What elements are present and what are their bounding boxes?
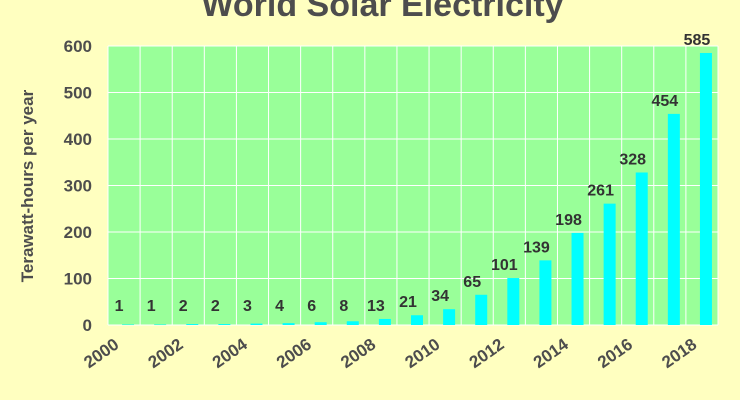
y-axis-title: Terawatt-hours per year [18,89,37,282]
data-label: 34 [431,288,449,305]
data-label: 8 [339,298,348,315]
data-label: 139 [523,239,550,256]
bar [218,324,231,325]
data-label: 1 [115,298,124,315]
bar [571,232,584,325]
bar [603,203,616,325]
y-tick-label: 300 [64,177,92,196]
data-label: 6 [307,298,316,315]
data-label: 13 [367,298,385,315]
x-tick-label: 2010 [402,335,444,372]
bar [539,260,552,325]
bar [378,318,391,325]
bar [699,52,712,325]
x-tick-label: 2008 [337,335,379,372]
x-tick-label: 2006 [273,335,315,372]
data-label: 261 [587,183,614,200]
x-tick-label: 2018 [658,335,700,372]
x-tick-label: 2012 [466,335,508,372]
y-tick-label: 500 [64,84,92,103]
bar [186,324,199,325]
bar [635,172,648,325]
data-label: 65 [463,274,481,291]
bar [314,322,327,325]
bar [507,278,520,325]
data-label: 21 [399,294,417,311]
x-tick-label: 2000 [80,335,122,372]
bar [122,324,135,326]
bar [346,321,359,325]
data-label: 4 [275,298,284,315]
data-label: 585 [684,32,711,49]
bars [122,52,712,326]
y-tick-label: 100 [64,270,92,289]
data-label: 101 [491,257,518,274]
bar [475,294,488,325]
x-tick-label: 2014 [530,334,572,372]
x-tick-label: 2016 [594,335,636,372]
y-tick-label: 200 [64,223,92,242]
bar [250,323,263,325]
bar [282,323,295,325]
x-tick-label: 2002 [145,335,187,372]
data-label: 198 [555,212,582,229]
bar [411,315,423,325]
x-tick-label: 2004 [209,334,251,372]
bar [154,324,167,326]
y-tick-label: 600 [64,37,92,56]
data-label: 2 [211,298,220,315]
bar [667,113,680,325]
data-label: 3 [243,298,252,315]
data-label: 328 [619,151,646,168]
data-label: 454 [651,93,678,110]
y-tick-label: 400 [64,130,92,149]
bar [443,309,456,325]
y-tick-label: 0 [83,316,92,335]
x-axis-ticks: 2000 2002 2004 2006 2008 2010 2012 2014 2016 2018 [80,334,700,372]
data-label: 2 [179,298,188,315]
chart-title: World Solar Electricity [201,0,564,24]
gridlines [107,45,719,326]
y-axis-ticks: 0 100 200 300 400 500 600 [64,37,92,335]
data-label: 1 [147,298,156,315]
